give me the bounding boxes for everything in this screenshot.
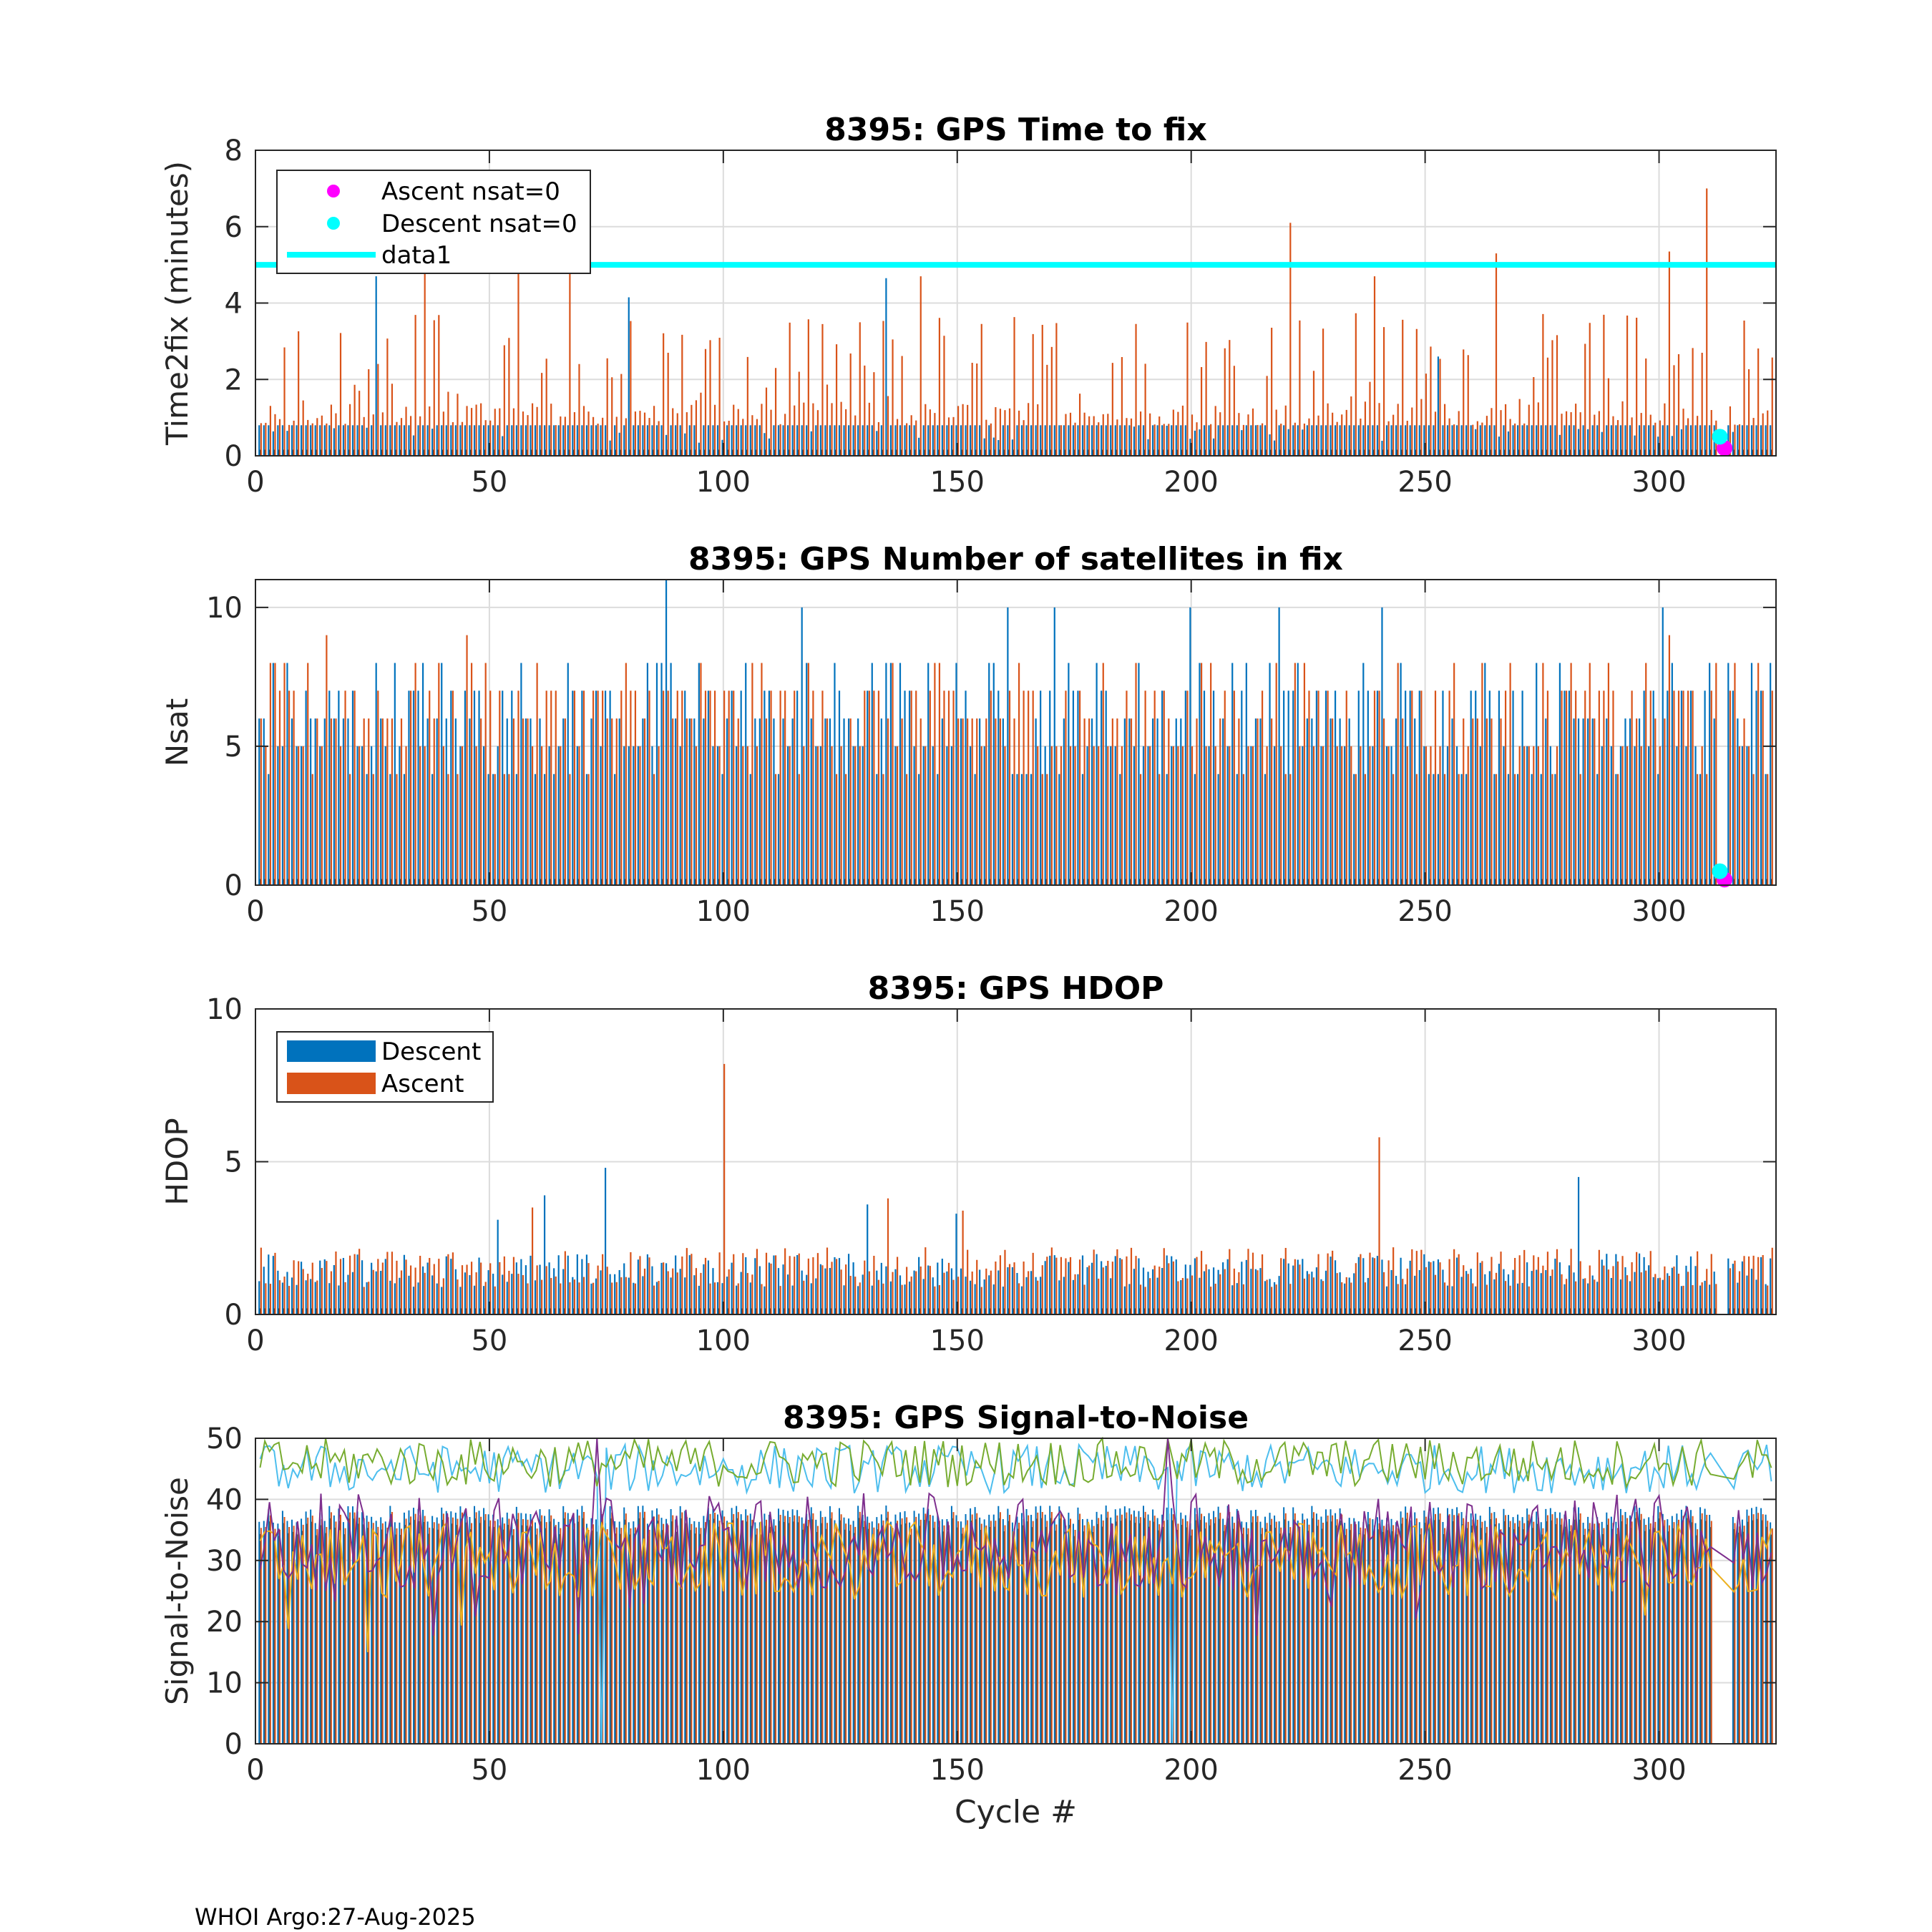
x-tick-label: 300 [1631,895,1686,928]
y-tick-label: 10 [206,592,243,625]
legend-ascent-label: Ascent nsat=0 [381,177,560,206]
x-tick-label: 150 [930,1324,985,1357]
legend-ascent-swatch [287,1073,376,1094]
y-tick-label: 30 [206,1545,243,1578]
x-tick-label: 0 [246,466,264,499]
x-tick-label: 100 [696,895,751,928]
x-tick-label: 150 [930,1754,985,1787]
y-tick-label: 8 [225,135,243,167]
x-tick-label: 250 [1397,466,1452,499]
x-tick-label: 300 [1631,466,1686,499]
y-tick-label: 6 [225,211,243,244]
chart-title: 8395: GPS Time to fix [824,112,1206,148]
x-tick-label: 50 [471,466,507,499]
x-tick-label: 200 [1164,466,1219,499]
y-axis-label: Nsat [160,698,195,767]
y-axis-label: HDOP [160,1118,195,1205]
descent-nsat0-marker [1712,429,1728,445]
axes-box [255,579,1777,886]
x-tick-label: 300 [1631,1324,1686,1357]
legend-descent-label: Descent nsat=0 [381,210,577,238]
legend-ascent-swatch [327,185,340,197]
y-tick-label: 0 [225,869,243,902]
x-tick-label: 300 [1631,1754,1686,1787]
legend-data1-label: data1 [381,241,452,270]
x-tick-label: 200 [1164,1324,1219,1357]
x-tick-label: 100 [696,1324,751,1357]
chart-title: 8395: GPS Number of satellites in fix [688,541,1343,577]
y-tick-label: 2 [225,364,243,396]
y-axis-label: Signal-to-Noise [160,1477,195,1705]
x-tick-label: 150 [930,895,985,928]
x-tick-label: 0 [246,1324,264,1357]
snr-line-3 [259,1520,1772,1652]
descent-nsat0-marker [1712,863,1728,879]
x-tick-label: 250 [1397,895,1452,928]
time2fix-axes: 0 50 100 150 200 250 300 0 2 4 6 8 8395: GPS Time to… [160,112,1777,499]
footer-credit: WHOI Argo:27-Aug-2025 [195,1903,476,1931]
x-tick-label: 100 [696,466,751,499]
snr-line-4 [259,1438,1772,1636]
axes-box [255,1438,1777,1745]
hdop-axes: 0 50 100 150 200 250 300 0 5 10 8395: GPS HDOP HDOP… [160,970,1777,1357]
legend-descent-swatch [287,1040,376,1062]
legend-descent-label: Descent [381,1038,481,1066]
y-axis-label: Time2fix (minutes) [160,161,195,446]
y-tick-label: 0 [225,440,243,473]
legend-ascent-label: Ascent [381,1070,464,1098]
y-tick-label: 5 [225,1146,243,1179]
y-tick-label: 20 [206,1606,243,1639]
y-tick-label: 4 [225,288,243,321]
y-tick-label: 0 [225,1299,243,1332]
x-tick-label: 200 [1164,895,1219,928]
x-tick-label: 50 [471,895,507,928]
snr-line-2 [259,1436,1772,1490]
y-tick-label: 10 [206,993,243,1026]
y-tick-label: 5 [225,731,243,763]
nsat-axes: 0 50 100 150 200 250 300 0 5 10 8395: GPS Number o… [160,541,1777,928]
x-tick-label: 0 [246,1754,264,1787]
x-tick-label: 50 [471,1324,507,1357]
snr-axes: 0 50 100 150 200 250 300 0 10 20 30 40 50 8395: GPS S… [160,1400,1777,1830]
x-tick-label: 100 [696,1754,751,1787]
y-tick-label: 0 [225,1728,243,1761]
y-tick-label: 40 [206,1483,243,1516]
x-tick-label: 250 [1397,1324,1452,1357]
legend-descent-swatch [327,217,340,230]
snr-line-1 [259,1442,1772,1745]
y-tick-label: 50 [206,1423,243,1455]
x-tick-label: 250 [1397,1754,1452,1787]
x-axis-label: Cycle # [955,1794,1077,1830]
y-tick-label: 10 [206,1667,243,1700]
x-tick-label: 150 [930,466,985,499]
chart-title: 8395: GPS Signal-to-Noise [783,1400,1249,1436]
x-tick-label: 200 [1164,1754,1219,1787]
x-tick-label: 0 [246,895,264,928]
x-tick-label: 50 [471,1754,507,1787]
chart-title: 8395: GPS HDOP [868,970,1164,1007]
